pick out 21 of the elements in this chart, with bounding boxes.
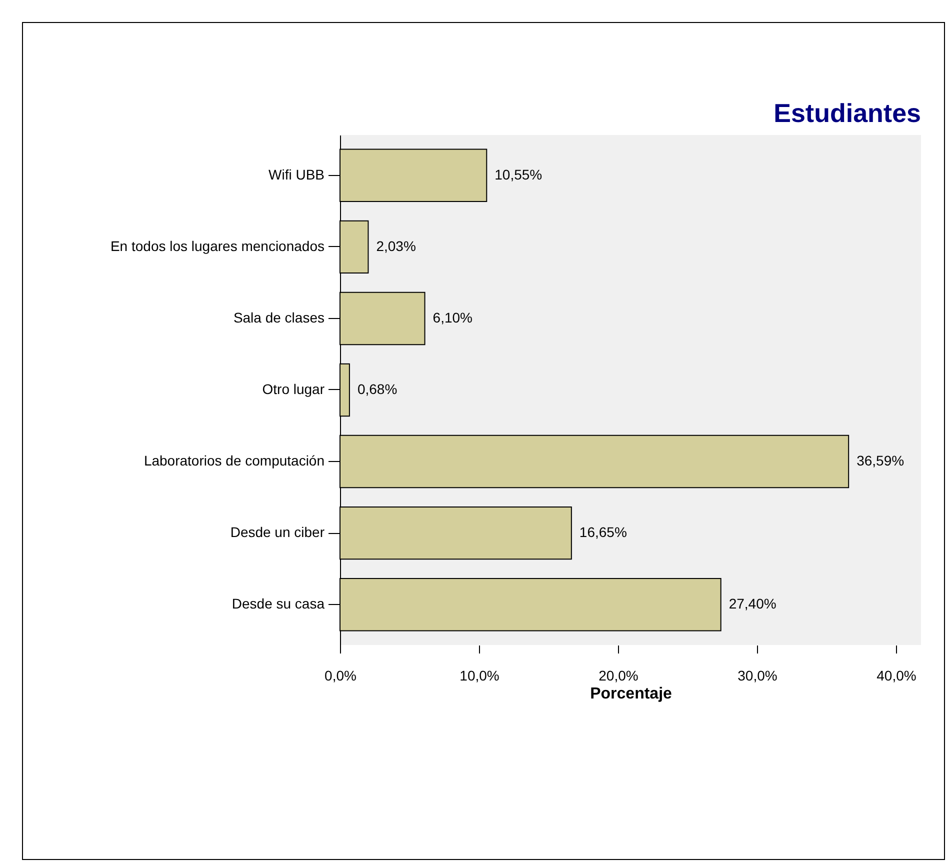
y-tick-label: Wifi UBB [268, 166, 324, 182]
y-tick-label: Desde un ciber [230, 524, 325, 540]
x-tick-label: 10,0% [460, 668, 500, 684]
x-axis-title: Porcentaje [590, 686, 672, 702]
y-tick-label: En todos los lugares mencionados [110, 238, 324, 254]
data-label: 0,68% [357, 381, 398, 397]
x-tick-label: 30,0% [738, 668, 778, 684]
chart-title: Estudiantes [774, 98, 921, 128]
data-label: 6,10% [432, 309, 472, 326]
x-tick-label: 20,0% [598, 668, 638, 684]
x-tick-label: 40,0% [876, 668, 916, 684]
data-label: 2,03% [376, 238, 416, 254]
data-label: 27,40% [728, 596, 776, 612]
data-label: 36,59% [856, 452, 904, 469]
data-label: 16,65% [579, 524, 627, 540]
data-label: 10,55% [494, 166, 542, 182]
y-tick-label: Desde su casa [232, 596, 325, 612]
x-tick-label: 0,0% [324, 668, 356, 684]
y-tick-label: Otro lugar [262, 381, 325, 397]
y-tick-label: Sala de clases [233, 309, 324, 326]
y-tick-label: Laboratorios de computación [144, 452, 324, 469]
